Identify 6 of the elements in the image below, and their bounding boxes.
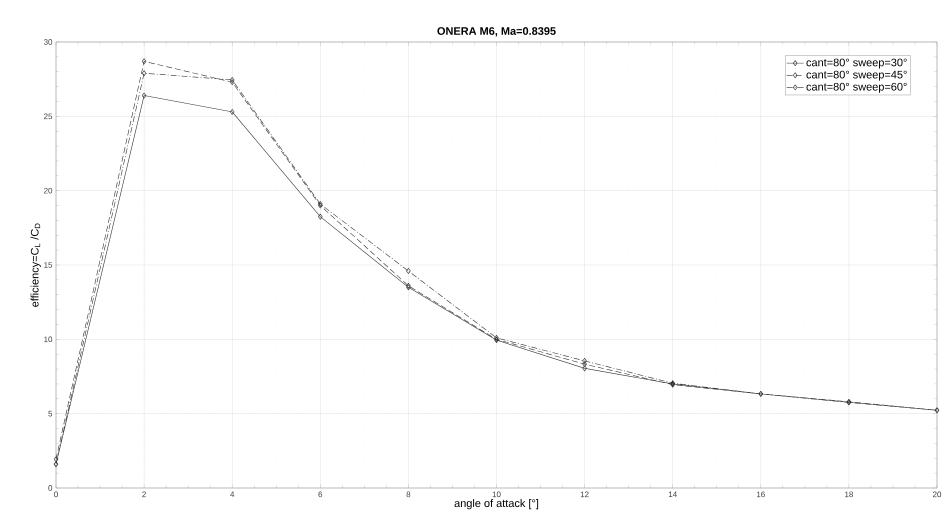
chart-title: ONERA M6, Ma=0.8395 [437, 27, 556, 36]
y-axis-title: efficiency=C$_{L}$ /C$_{D}$ [30, 224, 41, 307]
legend-label: cant=80° sweep=45° [806, 70, 907, 81]
legend-label: cant=80° sweep=30° [806, 58, 907, 68]
legend-label: cant=80° sweep=60° [806, 82, 907, 93]
x-axis-title: angle of attack [°] [454, 499, 538, 510]
